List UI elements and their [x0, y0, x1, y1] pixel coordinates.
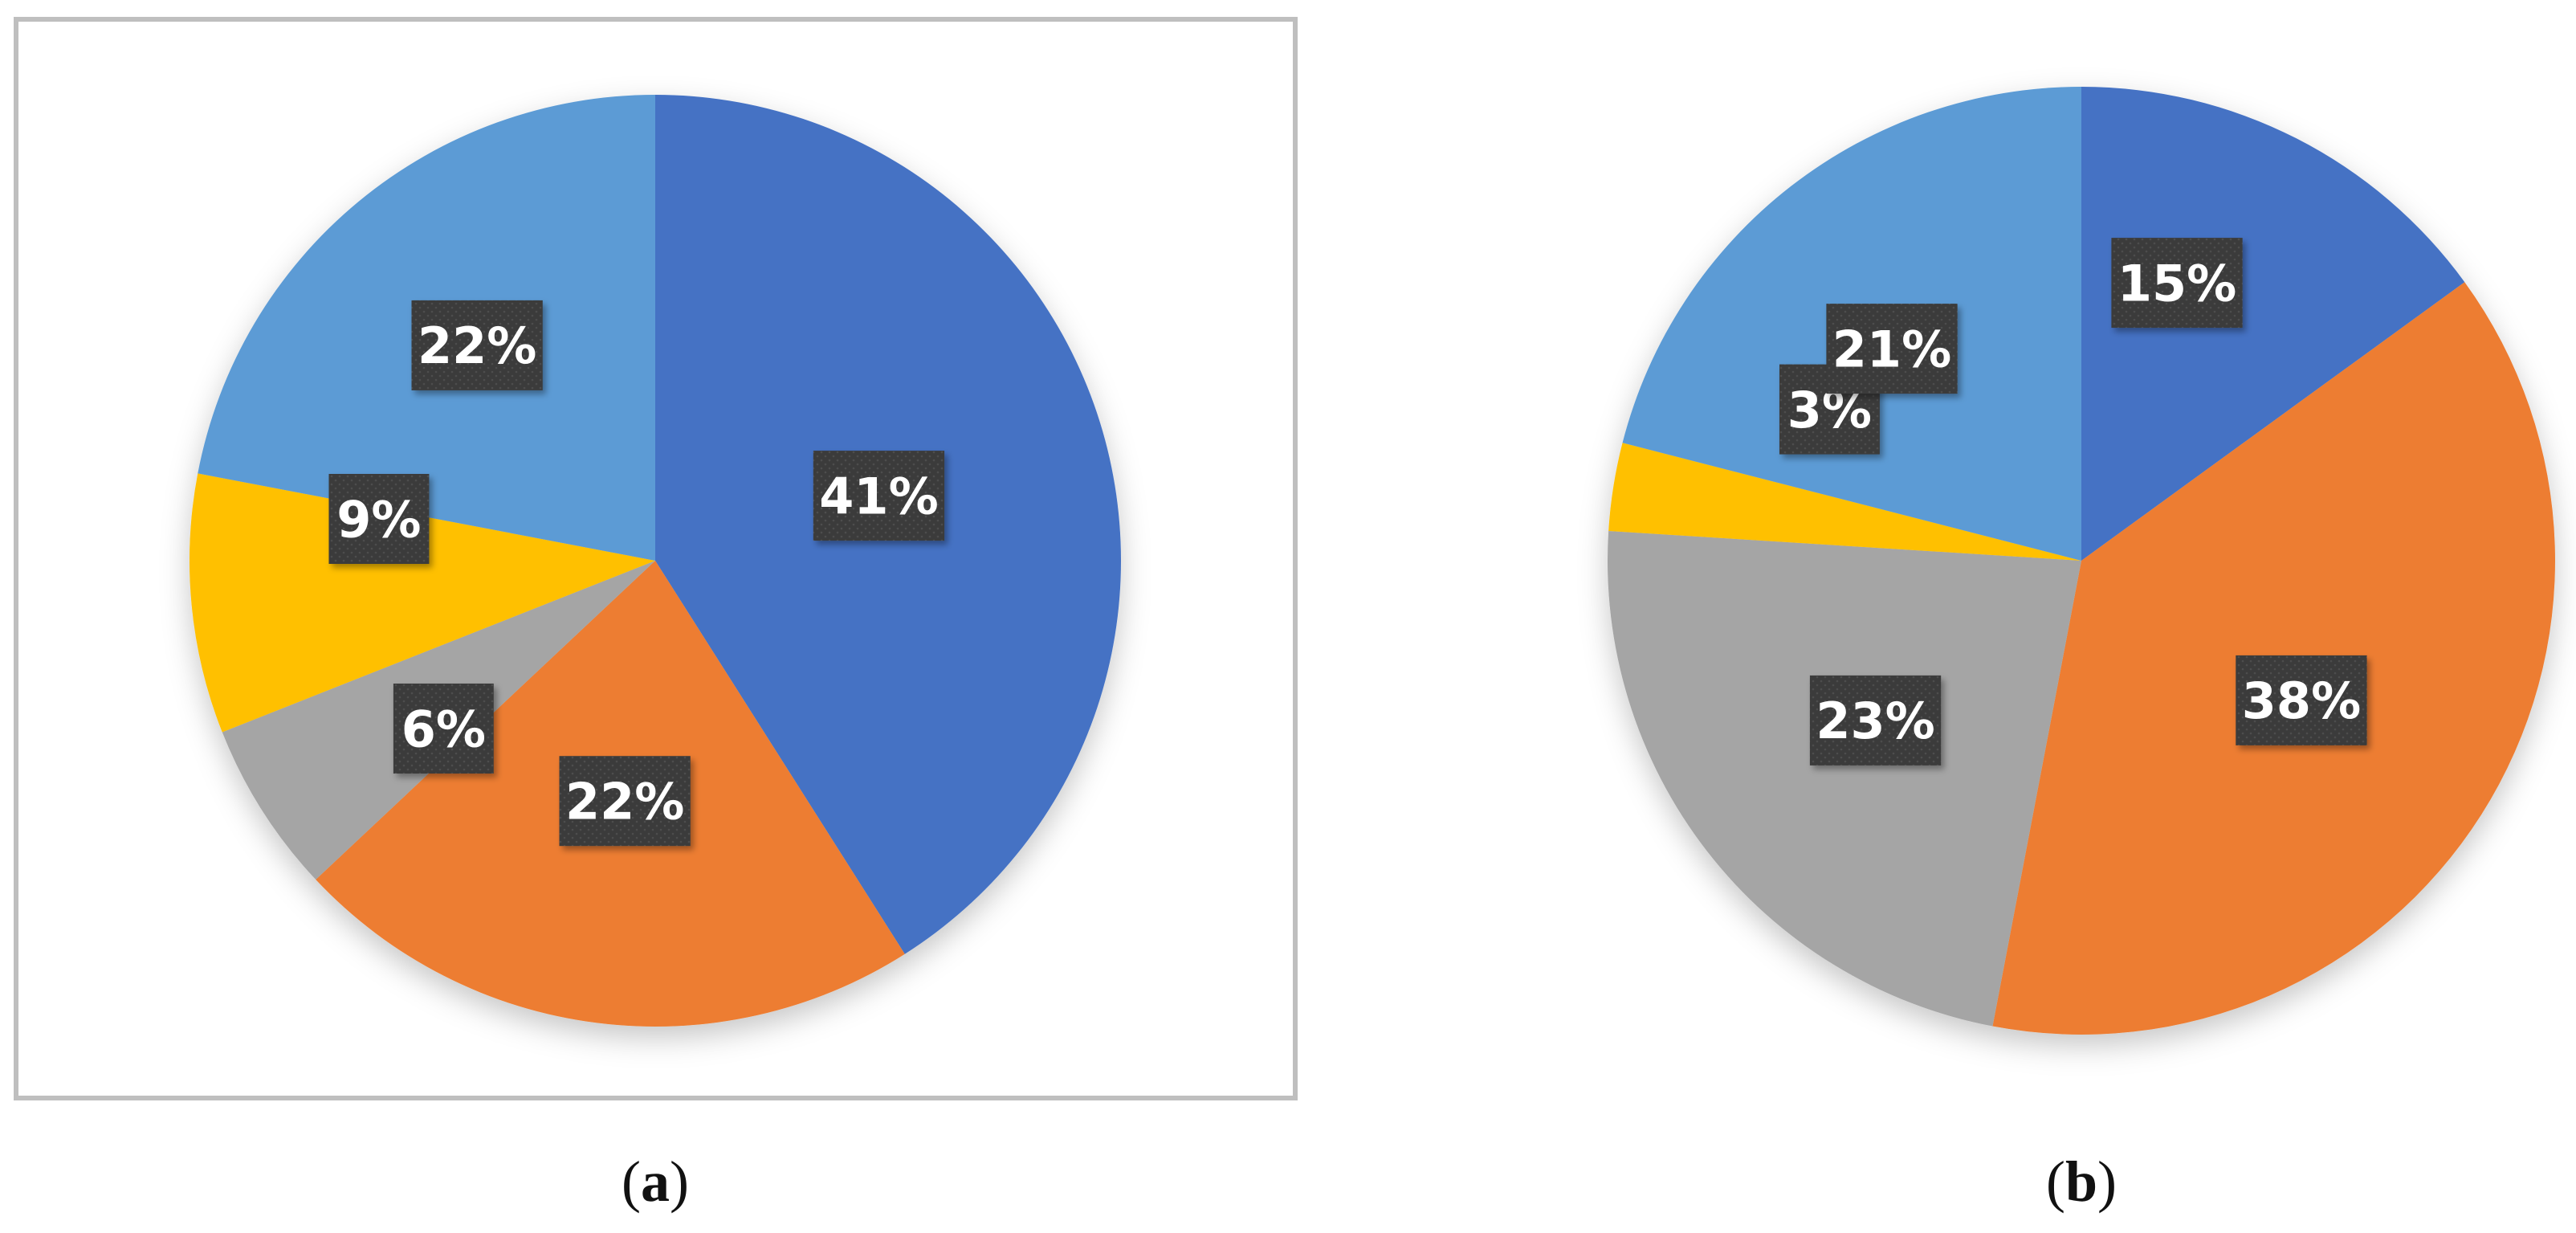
pie-a-data-label-text-1: 41% [819, 467, 938, 525]
pie-b-data-label-text-3: 23% [1816, 692, 1934, 750]
pie-b-data-label-box-2 [2236, 655, 2367, 745]
pie-a-data-label-3: 6% [393, 684, 494, 774]
panel-b-label-open: ( [2046, 1149, 2065, 1214]
pie-b-data-label-2: 38% [2236, 655, 2367, 745]
pie-b-data-label-box-3 [1809, 675, 1942, 766]
pie-a-data-label-text-4: 9% [336, 490, 421, 549]
pie-b-data-label-1: 15% [2111, 238, 2243, 329]
panel-a-label: (a) [622, 1149, 689, 1214]
panel-b-label: (b) [2046, 1149, 2117, 1214]
pie-a-data-label-box-2 [559, 756, 691, 847]
pie-b-data-label-text-5: 21% [1832, 320, 1951, 378]
pie-a-data-label-1: 41% [813, 451, 945, 541]
pie-a-data-label-4: 9% [328, 474, 430, 564]
pie-a-labels: 41% 22% 6% 9% 22% [328, 300, 945, 847]
pie-a-data-label-2: 22% [559, 756, 691, 847]
panel-a-label-close: ) [670, 1149, 689, 1214]
pie-a-data-label-box-4 [328, 474, 430, 564]
pie-a-data-label-text-3: 6% [401, 700, 486, 758]
pie-b-data-label-text-2: 38% [2242, 672, 2361, 730]
pie-a-data-label-box-3 [393, 684, 494, 774]
pie-b-data-label-box-5 [1826, 304, 1958, 394]
pie-b [1607, 87, 2555, 1035]
pie-a-data-label-text-2: 22% [565, 773, 684, 831]
pie-a-slice-4 [189, 473, 655, 733]
pie-b-data-label-text-1: 15% [2117, 254, 2236, 312]
pie-a-data-label-box-5 [411, 300, 543, 390]
pie-b-slice-3 [1607, 530, 2081, 1027]
pie-b-data-label-box-1 [2111, 238, 2243, 329]
panel-b: 15%38%23%3%21% (b) [1607, 87, 2555, 1214]
panel-a-label-open: ( [622, 1149, 641, 1214]
pie-a-data-label-box-1 [813, 451, 945, 541]
pie-a-data-label-5: 22% [411, 300, 543, 390]
panel-b-label-close: ) [2097, 1149, 2117, 1214]
panel-a-label-letter: a [641, 1149, 670, 1214]
pie-a-data-label-text-5: 22% [418, 316, 536, 375]
pie-b-slice-4 [1608, 443, 2081, 561]
pie-b-slice-1 [2081, 87, 2465, 561]
panel-b-label-letter: b [2065, 1149, 2097, 1214]
pie-b-labels: 15%38%23%3%21% [1779, 238, 2367, 766]
pie-b-data-label-5: 21% [1826, 304, 1958, 394]
panel-a: 41% 22% 6% 9% 22% (a) [14, 17, 1298, 1214]
pie-b-data-label-3: 23% [1809, 675, 1942, 766]
